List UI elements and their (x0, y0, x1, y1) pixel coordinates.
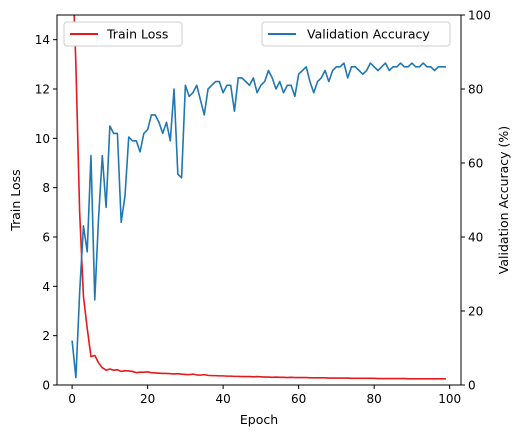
x-tick-label: 60 (291, 392, 306, 406)
y-right-tick-label: 100 (468, 9, 491, 23)
y-left-tick-label: 14 (35, 33, 50, 47)
legend-label-train-loss: Train Loss (106, 27, 168, 42)
plot-area (71, 15, 446, 380)
x-tick-label: 100 (438, 392, 461, 406)
y-axis-label-right: Validation Accuracy (%) (496, 126, 511, 274)
legend-label-validation-accuracy: Validation Accuracy (307, 27, 430, 42)
x-tick-label: 40 (215, 392, 230, 406)
x-tick-label: 20 (140, 392, 155, 406)
plot-frame (56, 14, 462, 386)
x-tick-label: 80 (367, 392, 382, 406)
y-left-tick-label: 8 (42, 181, 50, 195)
y-left-tick-label: 12 (35, 83, 50, 97)
x-tick-label: 0 (68, 392, 76, 406)
ticks: 0 20 40 60 80 100 0 2 4 6 8 10 12 14 0 20 40 60 80 100 (35, 9, 491, 407)
y-right-tick-label: 20 (468, 305, 483, 319)
y-right-tick-label: 60 (468, 157, 483, 171)
y-right-tick-label: 0 (468, 379, 476, 393)
y-right-tick-label: 80 (468, 83, 483, 97)
y-left-tick-label: 6 (42, 231, 50, 245)
series-line-train-loss (73, 15, 446, 380)
legend-frame (261, 21, 451, 47)
y-axis-label-left: Train Loss (8, 169, 23, 231)
y-left-tick-label: 2 (42, 329, 50, 343)
legend-validation-accuracy: Validation Accuracy (261, 21, 451, 47)
series-line-validation-accuracy (71, 62, 446, 379)
x-axis-label: Epoch (240, 412, 278, 427)
legend-train-loss: Train Loss (63, 21, 183, 47)
legend-frame (63, 21, 183, 47)
y-right-tick-label: 40 (468, 231, 483, 245)
axes (56, 14, 462, 386)
y-left-tick-label: 4 (42, 280, 50, 294)
y-left-tick-label: 0 (42, 379, 50, 393)
y-left-tick-label: 10 (35, 132, 50, 146)
